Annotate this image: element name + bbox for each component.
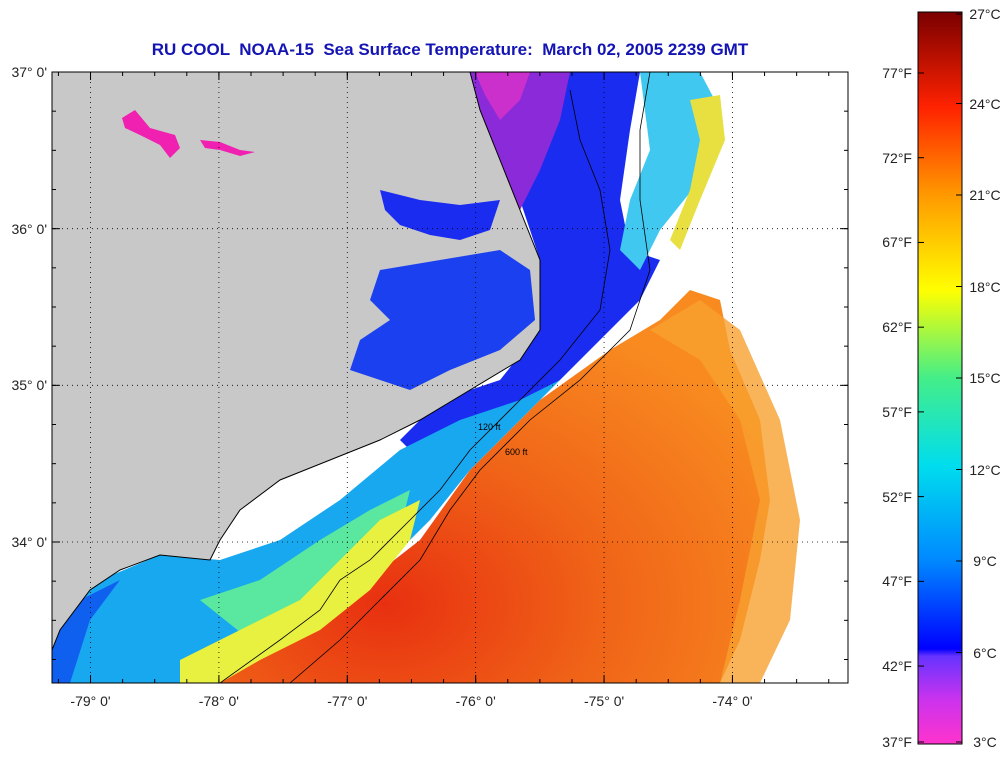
colorbar-celsius-label: 3°C (973, 734, 997, 750)
lon-tick-label: -78° 0' (198, 693, 239, 709)
lon-tick-label: -75° 0' (583, 693, 625, 709)
colorbar-celsius-label: 15°C (969, 370, 1001, 386)
colorbar-fahrenheit-label: 52°F (882, 488, 912, 505)
colorbar-celsius-label: 27°C (969, 6, 1001, 22)
colorbar-celsius-label: 12°C (969, 461, 1001, 478)
isobath-label-120: 120 ft (478, 422, 501, 432)
lat-tick-label: 37° 0' (11, 64, 47, 80)
colorbar-celsius-label: 21°C (969, 187, 1001, 203)
inland-reservoir-1 (122, 110, 180, 158)
colorbar-celsius-label: 9°C (973, 553, 997, 569)
lat-tick-label: 35° 0' (11, 377, 47, 394)
colorbar-celsius-label: 18°C (969, 278, 1001, 295)
warm-fringe (650, 300, 800, 683)
cold-water-magenta (475, 72, 530, 120)
inland-reservoir-2 (200, 140, 255, 156)
lat-tick-label: 36° 0' (11, 220, 47, 237)
colorbar-fahrenheit-label: 47°F (882, 573, 912, 590)
mid-shelf-green (200, 490, 410, 640)
lon-tick-label: -76° 0' (455, 693, 496, 709)
offshore-yellow-filament (670, 95, 725, 250)
map-title: RU COOL NOAA-15 Sea Surface Temperature:… (151, 40, 749, 59)
colorbar-fahrenheit-label: 37°F (882, 734, 912, 750)
map-area: 120 ft 600 ft (52, 72, 848, 683)
lat-tick-label: 34° 0' (11, 534, 47, 550)
colorbar (917, 11, 963, 745)
colorbar-celsius-label: 24°C (969, 95, 1001, 112)
lon-tick-label: -74° 0' (712, 693, 753, 709)
shelf-water-blue (52, 580, 120, 683)
colorbar-fahrenheit-label: 77°F (882, 65, 912, 81)
coastline (52, 72, 541, 651)
map-frame (51, 71, 849, 684)
isobath-120ft (219, 89, 611, 683)
colorbar-fahrenheit-label: 62°F (882, 319, 912, 336)
shelf-water-north (400, 72, 660, 460)
pamlico-sound (350, 250, 535, 390)
gulf-stream-water (220, 290, 770, 683)
offshore-cool-filament (620, 72, 720, 270)
colorbar-ticks (918, 13, 962, 743)
isobath-600ft (289, 72, 651, 683)
colorbar-fahrenheit-label: 42°F (882, 658, 912, 675)
gridlines (52, 72, 848, 683)
colorbar-celsius-label: 6°C (973, 644, 997, 661)
axis-ticks (52, 71, 848, 683)
lon-tick-label: -79° 0' (70, 693, 111, 709)
colorbar-fahrenheit-label: 72°F (882, 149, 912, 166)
mid-shelf-yellow (180, 500, 420, 683)
colorbar-fahrenheit-label: 67°F (882, 234, 912, 251)
colorbar-fahrenheit-label: 57°F (882, 403, 912, 420)
shelf-water-south (52, 380, 560, 683)
albemarle-sound (380, 190, 500, 240)
isobath-label-600: 600 ft (505, 447, 528, 457)
lon-tick-label: -77° 0' (327, 693, 368, 709)
